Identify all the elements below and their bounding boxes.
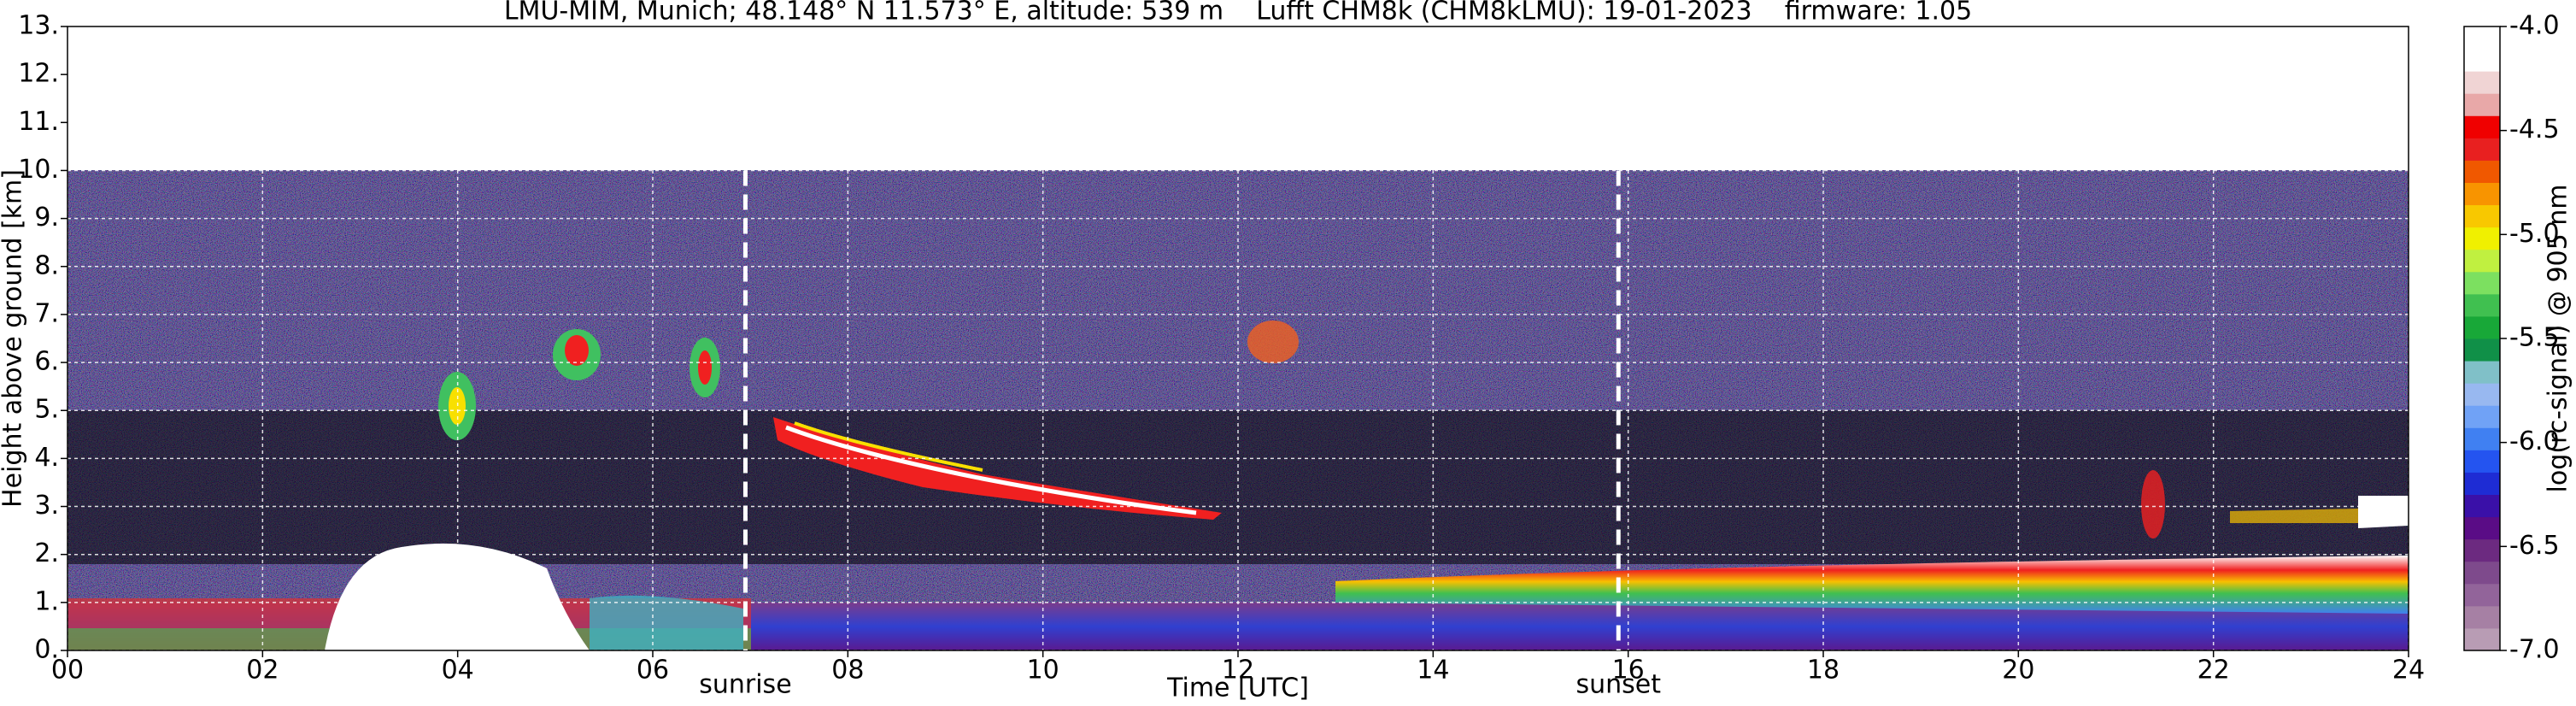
- x-tick-label: 24: [2392, 656, 2425, 685]
- annotation-label: sunrise: [699, 670, 791, 700]
- colorbar-swatch: [2464, 115, 2500, 138]
- y-tick-label: 8.: [34, 250, 59, 280]
- chart-title: LMU-MIM, Munich; 48.148° N 11.573° E, al…: [504, 0, 1972, 26]
- colorbar-swatch: [2464, 71, 2500, 94]
- x-tick-label: 22: [2198, 656, 2230, 685]
- x-tick-label: 20: [2002, 656, 2034, 685]
- colorbar-swatch: [2464, 583, 2500, 607]
- y-tick-label: 1.: [34, 586, 59, 616]
- x-tick-label: 00: [51, 656, 84, 685]
- annotation-label: sunset: [1576, 670, 1661, 700]
- colorbar-label: log(rc-signal) @ 905 nm: [2544, 185, 2573, 493]
- colorbar-swatch: [2464, 338, 2500, 362]
- y-tick-label: 7.: [34, 298, 59, 328]
- colorbar-swatch: [2464, 538, 2500, 562]
- colorbar-swatch: [2464, 405, 2500, 428]
- y-tick-label: 2.: [34, 538, 59, 568]
- colorbar-swatch: [2464, 227, 2500, 250]
- colorbar-swatch: [2464, 361, 2500, 384]
- colorbar-swatch: [2464, 494, 2500, 518]
- x-tick-label: 04: [442, 656, 474, 685]
- colorbar-swatch: [2464, 472, 2500, 495]
- colorbar-swatch: [2464, 315, 2500, 339]
- y-tick-label: 0.: [34, 635, 59, 665]
- colorbar-swatch: [2464, 138, 2500, 161]
- colorbar-tick-label: -4.0: [2509, 11, 2560, 41]
- colorbar-tick-label: -6.5: [2509, 531, 2560, 561]
- colorbar-tick-label: -6.0: [2509, 427, 2560, 456]
- y-tick-label: 4.: [34, 443, 59, 473]
- colorbar-swatch: [2464, 293, 2500, 317]
- y-axis-label: Height above ground [km]: [0, 169, 28, 508]
- x-tick-label: 10: [1027, 656, 1059, 685]
- x-tick-label: 14: [1417, 656, 1449, 685]
- x-tick-label: 18: [1807, 656, 1840, 685]
- colorbar-swatch: [2464, 450, 2500, 473]
- y-tick-label: 13.: [18, 11, 59, 41]
- colorbar-swatch: [2464, 26, 2500, 50]
- y-tick-label: 9.: [34, 203, 59, 232]
- colorbar-swatch: [2464, 182, 2500, 206]
- colorbar-swatch: [2464, 383, 2500, 406]
- grid: [67, 26, 2409, 651]
- y-tick-label: 6.: [34, 347, 59, 377]
- colorbar-frame: [2463, 26, 2501, 651]
- colorbar-swatch: [2464, 204, 2500, 228]
- colorbar-swatch: [2464, 561, 2500, 585]
- y-tick-label: 3.: [34, 491, 59, 521]
- x-tick-label: 16: [1612, 656, 1645, 685]
- colorbar-swatch: [2464, 49, 2500, 72]
- x-tick-label: 12: [1222, 656, 1254, 685]
- colorbar-swatch: [2464, 160, 2500, 183]
- colorbar-swatch: [2464, 627, 2500, 651]
- x-tick-label: 02: [246, 656, 279, 685]
- colorbar-swatch: [2464, 271, 2500, 295]
- colorbar-tick-label: -5.0: [2509, 219, 2560, 249]
- colorbar-swatch: [2464, 93, 2500, 116]
- colorbar-swatch: [2464, 516, 2500, 540]
- y-tick-label: 11.: [18, 107, 59, 137]
- y-tick-label: 5.: [34, 395, 59, 425]
- colorbar-tick-label: -5.5: [2509, 323, 2560, 353]
- colorbar-swatch: [2464, 427, 2500, 450]
- colorbar-tick-label: -7.0: [2509, 635, 2560, 665]
- y-tick-label: 12.: [18, 59, 59, 89]
- colorbar-swatch: [2464, 605, 2500, 629]
- x-tick-label: 06: [637, 656, 669, 685]
- y-tick-label: 10.: [18, 155, 59, 185]
- colorbar-tick-label: -4.5: [2509, 115, 2560, 144]
- colorbar-swatch: [2464, 249, 2500, 273]
- x-axis-label: Time [UTC]: [1166, 674, 1309, 703]
- x-tick-label: 08: [831, 656, 864, 685]
